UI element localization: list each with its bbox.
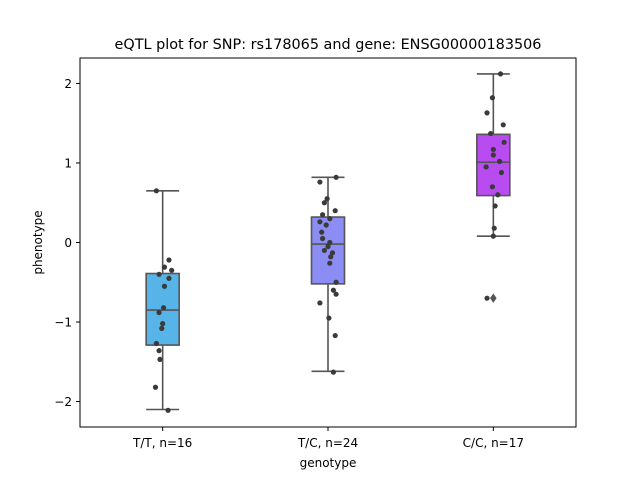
data-point	[327, 260, 333, 266]
data-point	[152, 384, 159, 390]
data-point	[157, 356, 163, 363]
data-point	[489, 95, 496, 101]
box-group	[310, 174, 346, 375]
data-point	[319, 229, 325, 235]
data-point	[161, 283, 168, 289]
box-group	[476, 71, 511, 303]
y-tick-label: −1	[54, 316, 72, 330]
data-point	[491, 225, 497, 231]
data-point	[165, 407, 171, 413]
data-point	[490, 233, 496, 239]
data-point	[317, 179, 323, 185]
data-point	[166, 275, 172, 281]
data-point	[325, 243, 331, 250]
iqr-box	[310, 216, 346, 285]
y-tick-label: 2	[64, 77, 72, 91]
data-point	[320, 235, 326, 242]
y-axis: −2 −1 0 1 2	[54, 77, 80, 409]
data-point	[490, 152, 496, 158]
data-point	[330, 369, 336, 375]
data-point	[490, 146, 496, 153]
data-point	[332, 332, 338, 339]
box-group	[145, 188, 180, 413]
data-point	[333, 291, 339, 297]
data-point	[320, 212, 326, 218]
outlier-marker	[490, 293, 497, 303]
data-point	[333, 279, 339, 285]
data-point	[323, 222, 329, 228]
data-point	[156, 348, 162, 354]
data-point	[156, 309, 162, 316]
data-point	[324, 196, 330, 202]
data-point	[160, 305, 167, 311]
data-point	[332, 208, 338, 214]
data-point	[483, 164, 489, 170]
x-tick-label: T/C, n=24	[297, 436, 358, 450]
data-point	[500, 122, 506, 128]
data-point	[317, 219, 323, 225]
plot-area	[145, 71, 511, 413]
data-point	[498, 169, 505, 176]
data-point	[326, 315, 332, 321]
data-point	[159, 325, 165, 331]
data-point	[497, 158, 503, 164]
data-point	[489, 184, 496, 190]
data-point	[321, 200, 327, 206]
data-point	[501, 139, 507, 145]
data-point	[329, 250, 336, 256]
data-point	[327, 216, 333, 222]
data-point	[153, 340, 159, 347]
data-point	[488, 130, 494, 137]
data-point	[333, 174, 339, 180]
x-tick-label: T/T, n=16	[132, 436, 192, 450]
x-tick-label: C/C, n=17	[463, 436, 524, 450]
y-tick-label: 1	[64, 156, 72, 170]
data-point	[169, 267, 175, 273]
data-point	[153, 188, 159, 194]
data-point	[492, 203, 498, 209]
x-axis: T/T, n=16 T/C, n=24 C/C, n=17	[132, 427, 524, 450]
data-point	[484, 295, 490, 301]
data-point	[317, 300, 323, 306]
data-point	[484, 110, 490, 116]
data-point	[328, 254, 334, 260]
data-point	[330, 287, 336, 293]
x-axis-label: genotype	[300, 456, 357, 470]
data-point	[327, 239, 333, 246]
data-point	[497, 71, 504, 77]
data-point	[156, 271, 162, 277]
data-point	[166, 257, 172, 263]
y-axis-label: phenotype	[31, 210, 45, 274]
y-tick-label: −2	[54, 395, 72, 409]
y-tick-label: 0	[64, 236, 72, 250]
data-point	[495, 192, 501, 198]
chart-title: eQTL plot for SNP: rs178065 and gene: EN…	[115, 37, 542, 53]
data-point	[321, 247, 327, 254]
data-point	[161, 264, 168, 270]
data-point	[160, 321, 166, 327]
